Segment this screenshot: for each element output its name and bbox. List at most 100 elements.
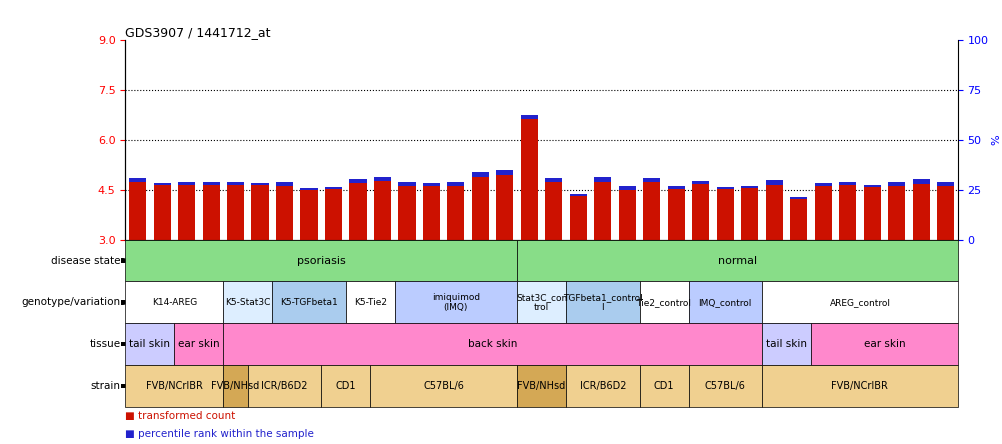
Bar (716, 187, 733, 189)
Bar (691, 184, 708, 240)
Bar (667, 189, 684, 240)
Bar (642, 178, 659, 182)
Bar (177, 185, 195, 240)
Bar (912, 184, 929, 240)
Bar (642, 182, 659, 240)
Bar (790, 199, 807, 240)
Text: ■ percentile rank within the sample: ■ percentile rank within the sample (125, 429, 314, 439)
Text: strain: strain (90, 381, 120, 391)
Text: K5-TGFbeta1: K5-TGFbeta1 (280, 298, 338, 307)
Bar (863, 187, 880, 240)
Bar (374, 177, 391, 181)
Bar (349, 179, 366, 183)
Bar (423, 186, 440, 240)
Text: CD1: CD1 (335, 381, 356, 391)
Bar (569, 196, 586, 240)
Bar (325, 189, 342, 240)
Bar (153, 186, 170, 240)
Bar (252, 186, 269, 240)
Bar (471, 177, 489, 240)
Bar (716, 189, 733, 240)
Bar (129, 182, 146, 240)
Bar (496, 170, 513, 175)
Bar (252, 183, 269, 186)
Bar (740, 186, 758, 189)
Bar (936, 186, 953, 240)
Bar (667, 186, 684, 189)
Bar (569, 194, 586, 196)
Bar (593, 177, 611, 182)
Bar (618, 190, 635, 240)
Bar (447, 186, 464, 240)
Bar (912, 179, 929, 184)
Bar (839, 182, 856, 186)
Y-axis label: %: % (990, 135, 1000, 145)
Text: FVB/NHsd: FVB/NHsd (517, 381, 565, 391)
Bar (814, 186, 831, 240)
Polygon shape (121, 258, 133, 263)
Bar (226, 185, 243, 240)
Bar (545, 178, 562, 182)
Text: genotype/variation: genotype/variation (21, 297, 120, 307)
Bar (398, 182, 415, 186)
Text: tail skin: tail skin (129, 339, 170, 349)
Text: CD1: CD1 (653, 381, 673, 391)
Text: IMQ_control: IMQ_control (697, 298, 752, 307)
Bar (790, 198, 807, 199)
Bar (325, 187, 342, 189)
Bar (276, 186, 293, 240)
Bar (349, 183, 366, 240)
Text: FVB/NHsd: FVB/NHsd (211, 381, 260, 391)
Text: ear skin: ear skin (863, 339, 905, 349)
Text: imiquimod
(IMQ): imiquimod (IMQ) (432, 293, 480, 312)
Bar (839, 186, 856, 240)
Bar (301, 190, 318, 240)
Text: ICR/B6D2: ICR/B6D2 (579, 381, 625, 391)
Bar (447, 182, 464, 186)
Text: tissue: tissue (89, 339, 120, 349)
Bar (520, 115, 537, 119)
Text: Stat3C_con
trol: Stat3C_con trol (515, 293, 567, 312)
Bar (202, 182, 219, 185)
Text: AREG_control: AREG_control (829, 298, 890, 307)
Text: FVB/NCrIBR: FVB/NCrIBR (831, 381, 888, 391)
Bar (618, 186, 635, 190)
Bar (887, 182, 905, 186)
Bar (129, 178, 146, 182)
Bar (496, 175, 513, 240)
Text: K5-Stat3C: K5-Stat3C (224, 298, 271, 307)
Bar (520, 119, 537, 240)
Text: TGFbeta1_control
l: TGFbeta1_control l (562, 293, 642, 312)
Bar (423, 183, 440, 186)
Polygon shape (121, 384, 133, 388)
Bar (740, 189, 758, 240)
Bar (545, 182, 562, 240)
Bar (814, 183, 831, 186)
Bar (593, 182, 611, 240)
Text: K5-Tie2: K5-Tie2 (354, 298, 387, 307)
Bar (153, 183, 170, 186)
Bar (202, 185, 219, 240)
Text: C57BL/6: C57BL/6 (704, 381, 744, 391)
Text: ear skin: ear skin (177, 339, 219, 349)
Text: ICR/B6D2: ICR/B6D2 (261, 381, 308, 391)
Bar (765, 185, 782, 240)
Bar (374, 181, 391, 240)
Text: disease state: disease state (51, 256, 120, 266)
Bar (398, 186, 415, 240)
Text: ■ transformed count: ■ transformed count (125, 411, 235, 421)
Text: normal: normal (717, 256, 757, 266)
Polygon shape (121, 342, 133, 346)
Bar (226, 182, 243, 185)
Polygon shape (121, 300, 133, 305)
Bar (276, 182, 293, 186)
Bar (177, 182, 195, 185)
Bar (765, 180, 782, 185)
Text: psoriasis: psoriasis (297, 256, 346, 266)
Text: GDS3907 / 1441712_at: GDS3907 / 1441712_at (125, 26, 271, 39)
Bar (471, 173, 489, 177)
Text: FVB/NCrIBR: FVB/NCrIBR (145, 381, 202, 391)
Bar (863, 185, 880, 187)
Bar (301, 188, 318, 190)
Text: tail skin: tail skin (766, 339, 807, 349)
